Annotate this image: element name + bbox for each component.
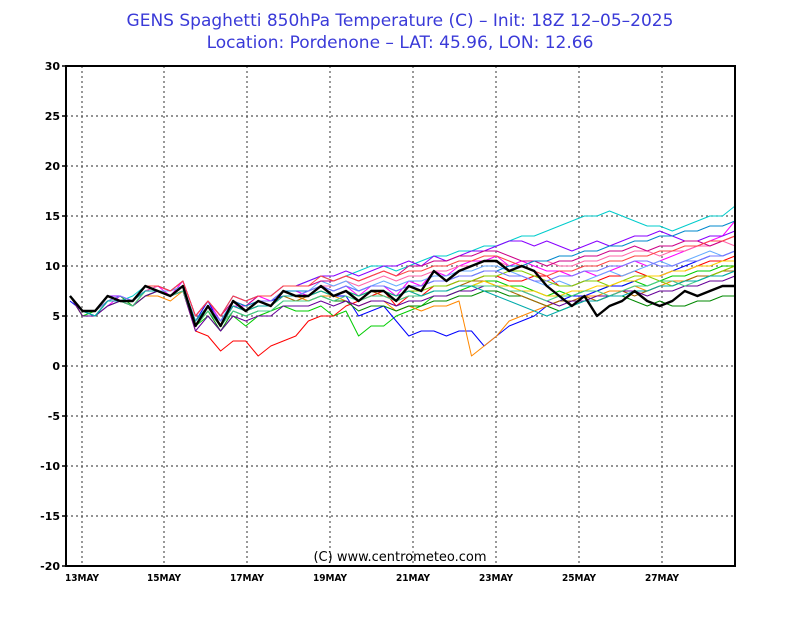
- y-axis: 30 25 20 15 10 5 0 -5 -10 -15 -20: [40, 60, 66, 573]
- credit-text: (C) www.centrometeo.com: [313, 550, 486, 565]
- x-tick-label: 13MAY: [65, 573, 99, 584]
- y-tick-label: 30: [45, 60, 61, 73]
- y-tick-label: 25: [45, 110, 60, 123]
- member-line: [69, 235, 736, 317]
- y-tick-label: 10: [45, 260, 61, 273]
- y-tick-label: -15: [40, 510, 60, 523]
- chart-title: GENS Spaghetti 850hPa Temperature (C) – …: [127, 11, 674, 31]
- y-tick-label: 5: [52, 310, 60, 323]
- x-tick-label: 21MAY: [396, 573, 430, 584]
- x-tick-label: 23MAY: [479, 573, 513, 584]
- grid: [66, 65, 735, 567]
- x-tick-label: 15MAY: [147, 573, 181, 584]
- y-tick-label: -10: [40, 460, 60, 473]
- member-line: [69, 275, 736, 332]
- x-tick-label: 25MAY: [562, 573, 596, 584]
- member-line: [69, 265, 736, 357]
- y-tick-label: 0: [52, 360, 60, 373]
- chart-location: Location: Pordenone – LAT: 45.96, LON: 1…: [207, 33, 594, 53]
- member-line: [69, 270, 736, 327]
- control-run: [69, 259, 735, 328]
- y-tick-label: -5: [48, 410, 60, 423]
- ensemble-members: [69, 205, 736, 357]
- x-tick-label: 27MAY: [645, 573, 679, 584]
- y-tick-label: 20: [45, 160, 61, 173]
- y-tick-label: -20: [40, 560, 60, 573]
- control-run-line: [69, 259, 735, 328]
- x-tick-label: 17MAY: [230, 573, 264, 584]
- y-tick-label: 15: [45, 210, 60, 223]
- x-axis: 13MAY 15MAY 17MAY 19MAY 21MAY 23MAY 25MAY 27MAY: [65, 573, 679, 584]
- x-tick-label: 19MAY: [313, 573, 347, 584]
